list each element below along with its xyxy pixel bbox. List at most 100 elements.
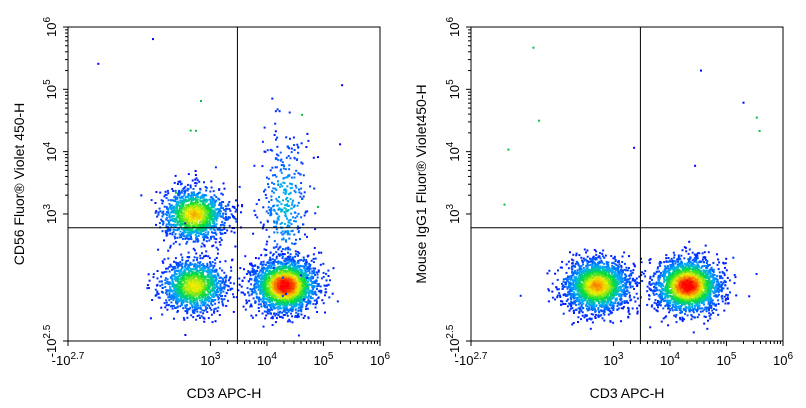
event-dot [191,268,194,270]
event-dot [311,291,314,294]
event-dot [164,286,167,288]
event-dot [191,295,194,298]
event-dot [168,213,171,216]
event-dot [325,284,328,287]
event-dot [252,273,255,276]
event-dot [272,289,275,292]
event-dot [182,301,185,304]
event-dot [206,226,209,228]
event-dot [169,223,172,226]
event-dot [193,256,196,259]
event-dot [184,185,187,188]
event-dot [336,300,339,303]
event-dot [166,219,169,222]
event-dot [172,296,175,299]
event-dot [170,305,172,308]
event-dot [209,293,212,296]
event-dot [207,206,210,209]
event-dot [203,309,206,312]
event-dot [213,270,216,273]
event-dot [290,301,293,303]
event-dot [286,225,289,228]
event-dot [196,269,199,272]
event-dot [209,190,212,193]
event-dot [273,313,275,315]
event-dot [174,210,177,213]
event-dot [179,263,182,266]
event-dot [174,257,177,260]
event-dot [284,274,286,277]
event-dot [193,281,196,284]
event-dot [159,191,162,194]
event-dot [273,225,276,228]
event-dot [184,225,187,228]
event-dot [287,310,290,313]
event-dot [281,274,284,277]
event-dot [325,272,328,275]
event-dot [190,293,193,296]
event-dot [206,220,209,223]
event-dot [191,222,194,225]
event-dot [262,325,265,328]
event-dot [287,246,290,249]
event-dot [187,225,190,228]
event-dot [211,261,214,264]
event-dot [211,235,214,238]
event-dot [222,279,224,282]
event-dot [140,194,143,197]
event-dot [179,220,182,223]
event-dot [205,205,208,208]
event-dot [302,259,305,262]
event-dot [183,217,186,219]
event-dot [314,306,317,309]
event-dot [186,285,189,288]
event-dot [190,238,193,241]
event-dot [277,311,280,314]
event-dot [282,269,285,272]
event-dot [164,282,167,285]
event-dot [201,299,204,302]
event-dot [191,225,194,228]
event-dot [176,305,179,308]
event-dot [208,207,211,210]
event-dot [176,209,179,212]
event-dot [278,254,281,257]
event-dot [328,296,331,299]
event-dot [303,274,306,277]
event-dot [182,200,184,203]
event-dot [219,280,222,283]
event-dot [194,201,197,204]
event-dot [274,284,276,286]
event-dot [174,270,177,273]
event-dot [229,281,232,284]
event-dot [172,283,175,286]
event-dot [303,280,306,283]
event-dot [222,217,225,220]
event-dot [187,251,190,254]
event-dot [252,297,255,300]
event-dot [290,186,293,189]
event-dot [178,236,181,239]
event-dot [173,207,176,210]
event-dot [226,229,229,232]
event-dot [161,271,164,274]
event-dot [228,224,231,227]
event-dot [278,274,281,277]
event-dot [269,251,272,254]
event-dot [265,210,268,213]
event-dot [261,300,264,303]
event-dot [170,219,173,222]
event-dot [268,264,271,267]
event-dot [315,300,318,303]
event-dot [168,293,171,296]
event-dot [203,206,206,209]
event-dot [177,190,180,193]
event-dot [180,220,183,223]
event-dot [267,265,270,268]
event-dot [313,282,316,284]
event-dot [173,181,176,184]
event-dot [298,188,300,191]
event-dot [277,285,280,288]
event-dot [172,292,175,295]
event-dot [212,210,215,213]
